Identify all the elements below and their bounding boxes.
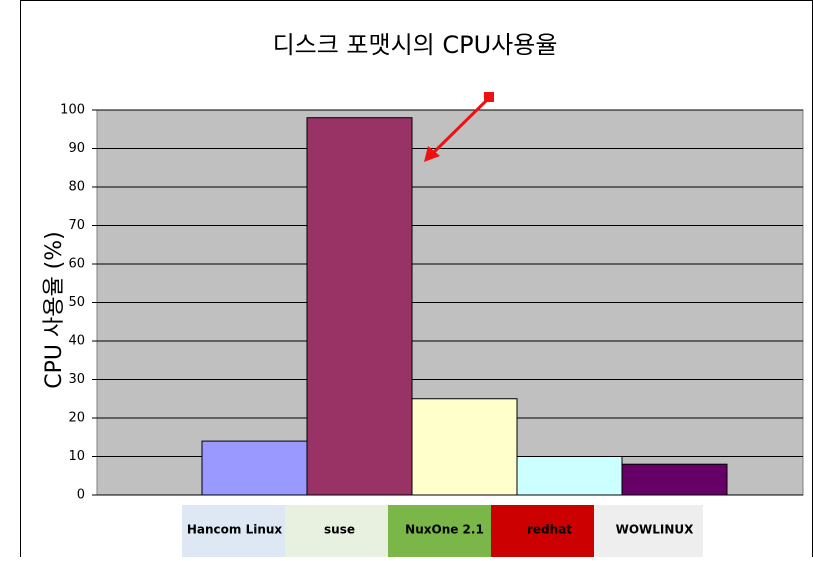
category-logo bbox=[182, 505, 291, 557]
arrow-line bbox=[428, 95, 492, 158]
x-tick-label: Hancom Linux bbox=[187, 523, 283, 537]
arrow bbox=[424, 92, 494, 162]
chart-title: 디스크 포맷시의 CPU사용율 bbox=[273, 31, 558, 59]
x-tick-label: redhat bbox=[527, 523, 572, 537]
bar bbox=[621, 463, 728, 496]
bar bbox=[411, 398, 518, 496]
y-tick-label: 60 bbox=[68, 257, 85, 272]
category-logo bbox=[594, 505, 703, 557]
x-tick-label: WOWLINUX bbox=[616, 523, 695, 537]
bars bbox=[201, 117, 728, 496]
bar bbox=[306, 117, 413, 496]
y-axis-label: CPU 사용율 (%) bbox=[42, 231, 67, 389]
category-logo bbox=[491, 505, 600, 557]
x-tick-label: suse bbox=[324, 523, 355, 537]
logos: Hancom Linux suse NuxOne 2.1 redhat WOWLINUX bbox=[182, 505, 703, 557]
arrow-head bbox=[424, 146, 440, 162]
y-tick-label: 50 bbox=[68, 295, 85, 310]
bar bbox=[201, 440, 308, 496]
y-tick-label: 0 bbox=[77, 488, 85, 503]
y-tick-label: 90 bbox=[68, 141, 85, 156]
category-logo bbox=[388, 505, 497, 557]
bar bbox=[516, 456, 623, 496]
y-tick-label: 40 bbox=[68, 334, 85, 349]
y-tick-label: 20 bbox=[68, 411, 85, 426]
y-tick-label: 10 bbox=[68, 449, 85, 464]
y-tick-label: 80 bbox=[68, 180, 85, 195]
arrow-tail bbox=[484, 92, 494, 102]
category-logo bbox=[285, 505, 394, 557]
y-tick-label: 100 bbox=[60, 103, 85, 118]
y-tick-label: 70 bbox=[68, 218, 85, 233]
y-tick-label: 30 bbox=[68, 372, 85, 387]
x-tick-label: NuxOne 2.1 bbox=[405, 523, 484, 537]
